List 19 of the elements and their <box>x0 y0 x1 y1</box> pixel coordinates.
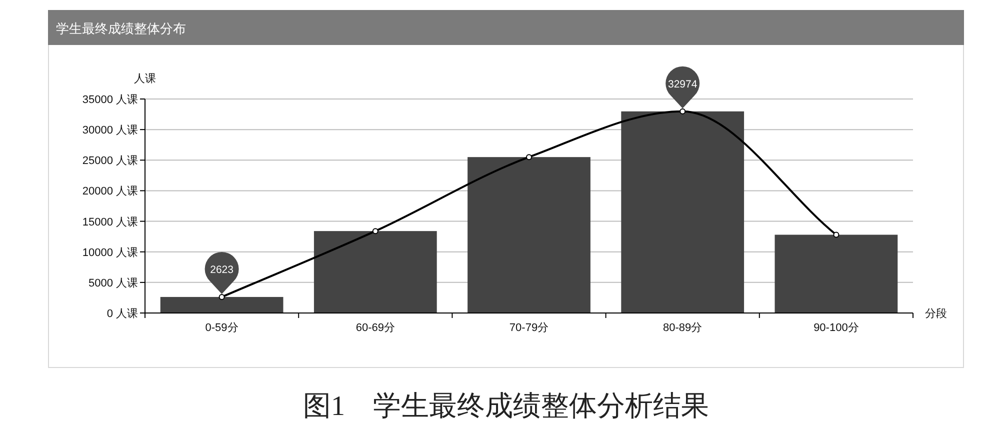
y-tick-label: 5000 人课 <box>88 277 138 290</box>
x-tick-label: 0-59分 <box>205 322 238 334</box>
title: 学生最终成绩整体分布 <box>56 21 186 36</box>
y-tick-label: 25000 人课 <box>82 155 138 168</box>
y-tick-label: 35000 人课 <box>82 94 138 106</box>
y-tick-label: 30000 人课 <box>82 124 138 137</box>
value-label: 32974 <box>668 78 698 90</box>
x-tick-label: 70-79分 <box>509 322 549 334</box>
x-tick-label: 90-100分 <box>814 322 859 334</box>
x-tick-label: 60-69分 <box>356 322 395 334</box>
x-tick-label: 80-89分 <box>663 322 702 334</box>
value-label: 2623 <box>210 264 234 276</box>
y-tick-label: 0 人课 <box>106 308 138 320</box>
annotation: 图1 学生最终成绩整体分析结果 <box>303 391 709 422</box>
y-tick-label: 15000 人课 <box>82 216 138 228</box>
xlabel: 分段 <box>925 308 947 320</box>
y-tick-label: 20000 人课 <box>82 186 138 198</box>
ylabel: 人课 <box>134 73 156 85</box>
y-tick-label: 10000 人课 <box>82 246 138 259</box>
